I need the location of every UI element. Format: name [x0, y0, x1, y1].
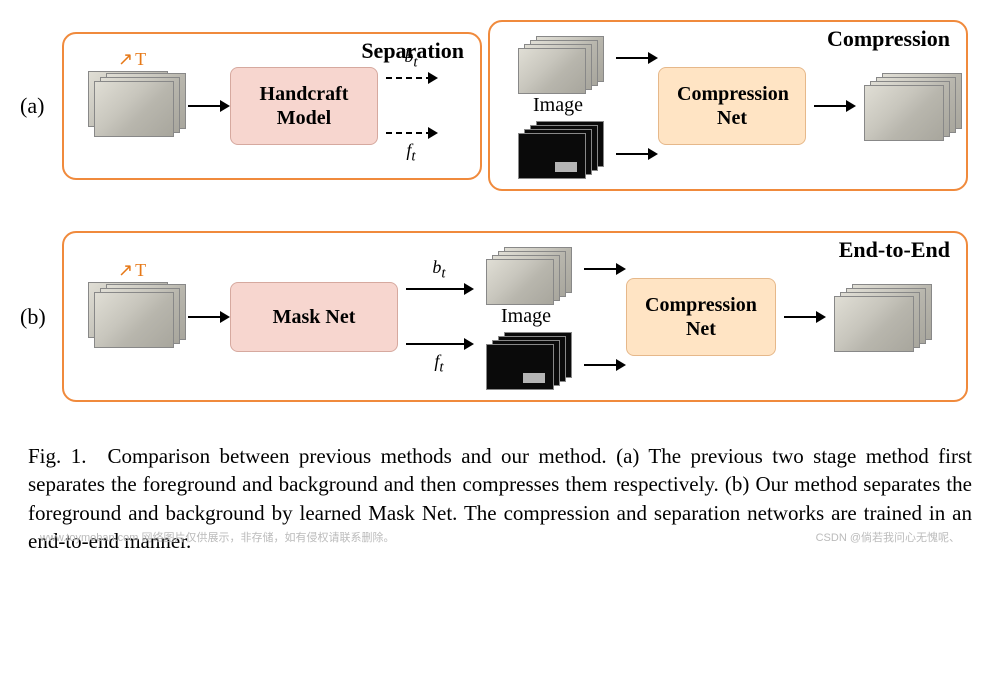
fg-stack-b [486, 330, 566, 388]
output-stack-b [834, 282, 924, 352]
bt-label-b: bt [432, 257, 445, 283]
arrow-to-comp-bot-a [614, 147, 658, 161]
compression-net-box-b: CompressionNet [626, 278, 776, 356]
arrow-to-comp-bot-b [582, 358, 626, 372]
row-b-label: (b) [20, 304, 54, 330]
compression-net-box-a: CompressionNet [658, 67, 806, 145]
bg-stack-a [518, 34, 598, 92]
input-stack-a: T [88, 71, 178, 141]
arrow-solid-a1 [186, 96, 230, 116]
row-b: (b) End-to-End T Mask Net bt [20, 231, 980, 402]
arrow-to-comp-top-b [582, 262, 626, 276]
bg-stack-b [486, 245, 566, 303]
image-label-a: Image [533, 94, 583, 117]
arrow-solid-b1 [186, 307, 230, 327]
fg-stack-a [518, 119, 598, 177]
arrow-out-b [782, 307, 826, 327]
t-arrow-b: T [118, 260, 146, 281]
row-a-label: (a) [20, 93, 54, 119]
panel-endtoend: End-to-End T Mask Net bt [62, 231, 968, 402]
watermark-left: www.toymoban.com 网络图片仅供展示，非存储，如有侵权请联系删除。 [40, 529, 394, 545]
watermark-right: CSDN @倘若我问心无愧呢、 [816, 529, 960, 545]
ft-label-b: ft [434, 351, 443, 377]
panel-endtoend-title: End-to-End [839, 237, 950, 263]
panel-compression-title: Compression [827, 26, 950, 52]
panel-compression: Compression Image CompressionNet [488, 20, 968, 191]
input-stack-b: T [88, 282, 178, 352]
handcraft-model-box: HandcraftModel [230, 67, 378, 145]
ft-label-a: ft [406, 140, 415, 166]
output-stack-a [864, 71, 942, 141]
row-a: (a) Separation T HandcraftModel bt [20, 20, 980, 191]
arrow-dashed-ft-a [384, 126, 438, 140]
image-label-b: Image [501, 305, 551, 328]
arrow-to-comp-top-a [614, 51, 658, 65]
arrow-dashed-bt-a [384, 71, 438, 85]
masknet-box: Mask Net [230, 282, 398, 352]
arrow-bt-b [404, 282, 474, 296]
arrow-ft-b [404, 337, 474, 351]
t-arrow-a: T [118, 49, 146, 70]
arrow-out-a [812, 96, 856, 116]
panel-separation: Separation T HandcraftModel bt [62, 32, 482, 180]
panel-separation-title: Separation [361, 38, 464, 64]
